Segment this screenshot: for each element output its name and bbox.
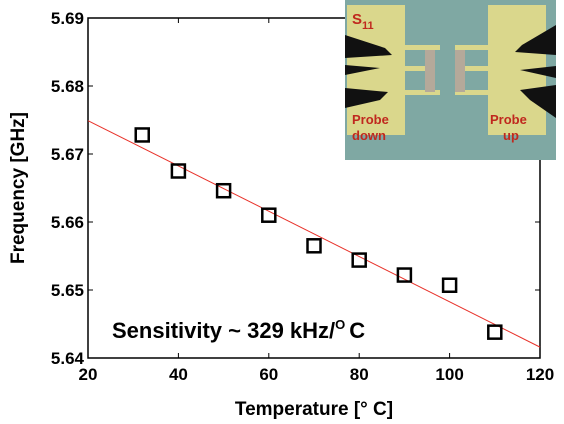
inset-image: S11 Probe down Probe up	[345, 0, 556, 160]
probe-tip	[520, 66, 556, 78]
y-tick-label: 5.65	[51, 281, 84, 300]
data-point	[487, 324, 503, 340]
trace	[405, 45, 440, 50]
x-tick-label: 100	[435, 365, 463, 384]
y-tick-label: 5.66	[51, 213, 84, 232]
x-tick-label: 120	[526, 365, 554, 384]
x-axis-label: Temperature [° C]	[235, 399, 393, 420]
data-point	[215, 182, 232, 199]
annotation: Sensitivity ~ 329 kHz/O C	[112, 317, 365, 343]
port-label: S	[352, 11, 362, 28]
data-point	[441, 277, 458, 293]
y-tick-label: 5.68	[51, 77, 84, 96]
plot-frame	[87, 17, 541, 359]
inset-label: down	[352, 128, 386, 143]
probe-tip	[520, 85, 556, 118]
trace	[405, 66, 435, 71]
trace	[460, 66, 488, 71]
y-tick-label: 5.69	[51, 9, 84, 28]
inset-label: S11	[352, 11, 374, 32]
data-point	[134, 127, 150, 143]
x-tick-label: 60	[259, 365, 278, 384]
x-tick-label: 80	[350, 365, 369, 384]
port-subscript: 11	[362, 20, 374, 32]
trace	[405, 90, 440, 95]
probe-tip	[345, 35, 392, 58]
inset-label: Probe	[352, 112, 389, 127]
fit-line	[87, 120, 541, 348]
inset-label: up	[503, 128, 519, 143]
annotation-superscript: O	[335, 317, 345, 332]
x-tick-label: 20	[79, 365, 98, 384]
probe-tip	[345, 65, 380, 75]
device	[425, 50, 435, 92]
data-point	[351, 252, 367, 268]
data-point	[170, 163, 187, 179]
inset-label: Probe	[490, 112, 527, 127]
trace	[455, 45, 488, 50]
y-tick-label: 5.64	[51, 349, 85, 368]
probe-tip	[345, 88, 388, 108]
data-point	[396, 267, 413, 283]
data-point	[306, 238, 322, 254]
data-point	[261, 207, 277, 223]
device	[455, 50, 465, 92]
y-axis-label: Frequency [GHz]	[8, 112, 29, 264]
annotation-unit: C	[349, 318, 365, 343]
y-tick-label: 5.67	[51, 145, 84, 164]
annotation-text: Sensitivity ~ 329 kHz/	[112, 318, 335, 343]
probe-tip	[515, 25, 556, 55]
trace	[455, 90, 488, 95]
x-tick-label: 40	[169, 365, 188, 384]
